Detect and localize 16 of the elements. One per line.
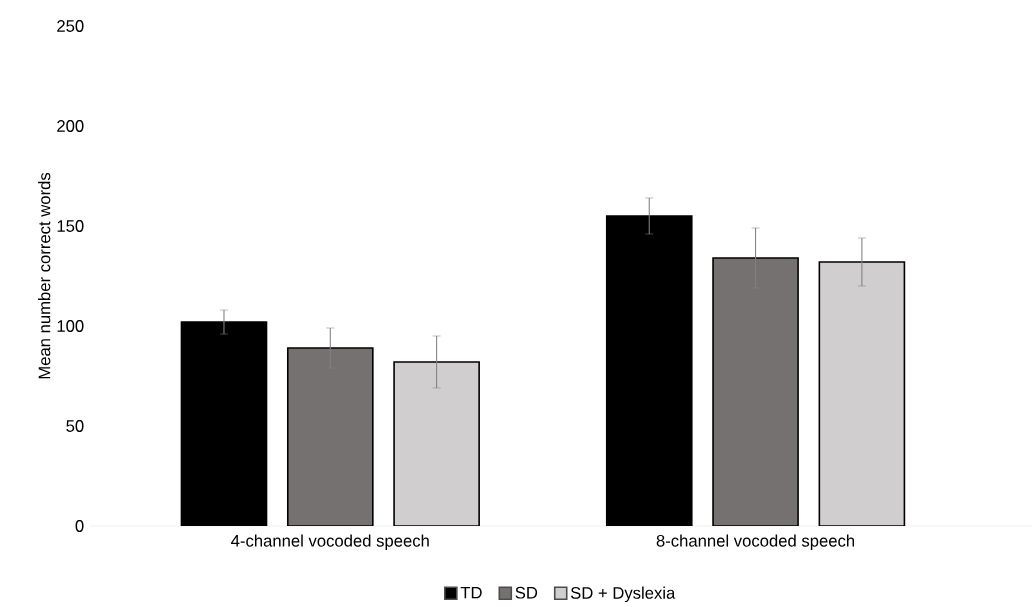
- y-tick-label: 50: [66, 420, 84, 432]
- y-tick-label: 200: [57, 120, 84, 132]
- legend-label: SD + Dyslexia: [570, 586, 676, 603]
- y-tick-label: 150: [57, 220, 84, 232]
- y-tick-label: 100: [57, 320, 84, 332]
- bar: [393, 361, 480, 526]
- y-tick-label: 0: [75, 520, 84, 532]
- y-tick-label: 250: [57, 20, 84, 32]
- legend-label: TD: [460, 586, 482, 599]
- bar: [712, 257, 799, 526]
- bar: [286, 347, 374, 526]
- bar: [818, 261, 906, 526]
- x-tick-label: 4-channel vocoded speech: [231, 534, 429, 550]
- x-tick-label: 8-channel vocoded speech: [656, 534, 855, 550]
- legend-label: SD: [515, 586, 538, 599]
- y-axis-title: Mean number correct words: [38, 172, 51, 379]
